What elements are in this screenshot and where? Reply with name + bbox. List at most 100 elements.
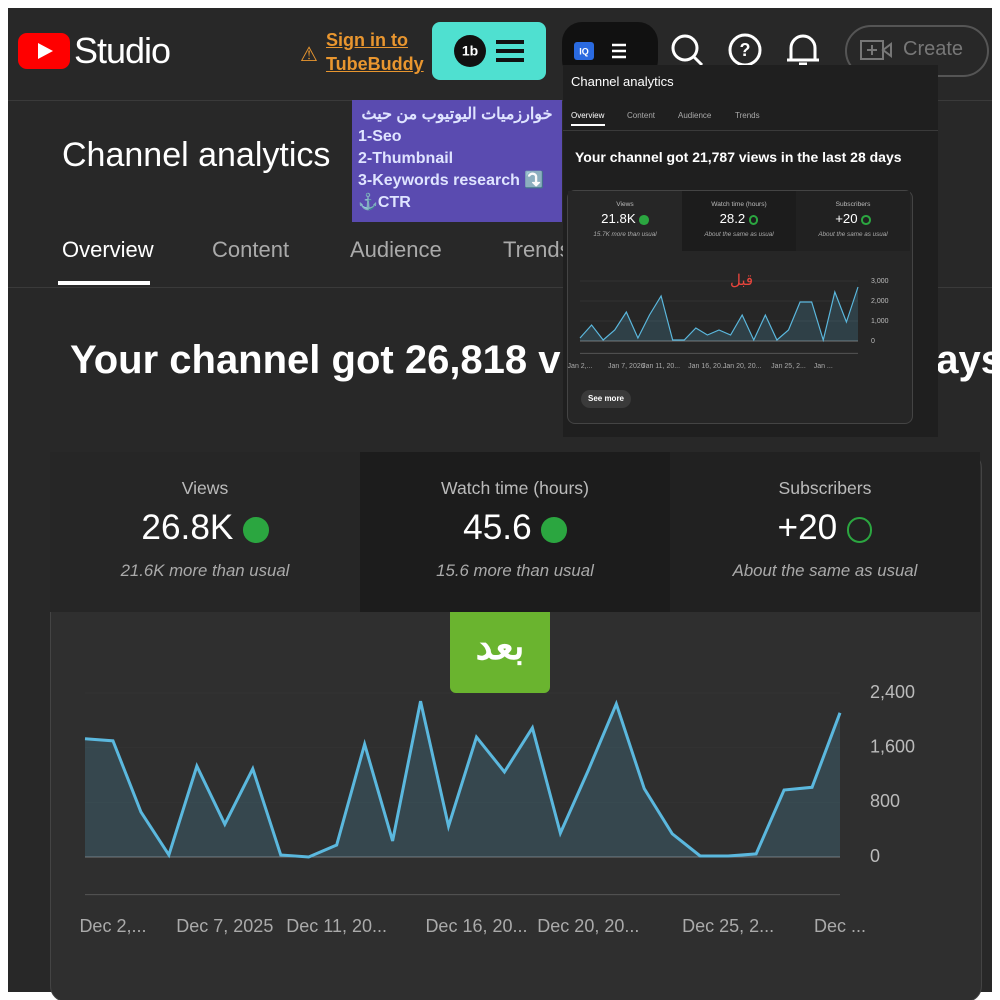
- metric-icon: [748, 214, 759, 225]
- metric-card: Watch time (hours) 45.6 15.6 more than usu…: [360, 452, 670, 612]
- metric-value: 45.6: [463, 508, 532, 548]
- metric-label: Watch time (hours): [441, 477, 589, 498]
- metric-icon: [846, 517, 873, 543]
- metric-card: Subscribers +20 About the same as usual: [796, 191, 910, 251]
- x-tick-label: Jan ...: [814, 363, 833, 370]
- metric-row: 28.2: [682, 211, 796, 226]
- metric-card: Watch time (hours) 28.2 About the same as …: [682, 191, 796, 251]
- create-icon: [860, 40, 892, 60]
- x-tick-label: Jan 2,...: [568, 363, 593, 370]
- overlay-tab[interactable]: Trends: [735, 111, 760, 120]
- area: [85, 701, 840, 857]
- y-tick-label: 1,600: [870, 736, 915, 756]
- overlay-tab[interactable]: Audience: [678, 111, 712, 120]
- area: [580, 287, 858, 341]
- x-tick-label: Dec ...: [814, 916, 866, 936]
- x-tick-label: Dec 11, 20...: [286, 916, 387, 936]
- before-label: قبل: [730, 272, 754, 289]
- svg-text:?: ?: [740, 40, 751, 60]
- metric-row: +20: [670, 508, 980, 548]
- metric-card: Subscribers +20 About the same as usual: [670, 452, 980, 612]
- page-title: Channel analytics: [62, 136, 331, 174]
- overlay-tab[interactable]: Content: [627, 111, 656, 120]
- metric-label: Views: [181, 477, 229, 498]
- create-label: Create: [903, 38, 964, 60]
- x-tick-label: Jan 7, 2026: [608, 363, 645, 370]
- y-tick-label: 0: [870, 846, 880, 866]
- note-box: خوارزميات اليوتيوب من حيث 1-Seo 2-Thumbn…: [352, 100, 562, 222]
- y-tick-label: 800: [870, 791, 900, 811]
- tubebuddy-link[interactable]: TubeBuddy: [326, 54, 424, 74]
- tubebuddy-button[interactable]: 1b: [432, 22, 546, 80]
- x-tick-label: Dec 7, 2025: [176, 916, 273, 936]
- metric-icon: [242, 517, 269, 543]
- metric-icon: [541, 517, 567, 543]
- metric-row: 21.8K: [568, 211, 682, 226]
- after-badge: بعد: [450, 603, 550, 693]
- metric-label: Subscribers: [778, 477, 872, 498]
- metric-note: About the same as usual: [818, 230, 888, 238]
- note-line: 3-Keywords research ⤵️: [358, 172, 545, 189]
- metric-value: +20: [777, 508, 838, 548]
- metric-note: 15.7K more than usual: [593, 230, 657, 238]
- logo-icon: [18, 33, 70, 69]
- metric-card: Views 21.8K 15.7K more than usual: [568, 191, 682, 251]
- overlay-title: Channel analytics: [571, 74, 674, 89]
- metric-note: About the same as usual: [732, 560, 918, 580]
- overlay-divider: [563, 130, 938, 131]
- tab[interactable]: Content: [212, 237, 290, 262]
- x-tick-label: Jan 25, 2...: [771, 363, 806, 370]
- overlay-headline: Your channel got 21,787 views in the las…: [575, 149, 902, 165]
- x-tick-label: Jan 11, 20...: [642, 363, 680, 370]
- warning-icon: ⚠: [300, 44, 318, 66]
- metric-note: About the same as usual: [704, 230, 774, 238]
- metric-row: +20: [796, 211, 910, 226]
- y-tick-label: 3,000: [871, 278, 889, 285]
- note-line: 2-Thumbnail: [358, 150, 454, 167]
- tab[interactable]: Audience: [350, 237, 442, 262]
- line-series: [84, 699, 842, 859]
- see-more-button[interactable]: See more: [581, 390, 631, 408]
- metric-icon: [861, 214, 871, 225]
- metric-value: 28.2: [719, 211, 746, 227]
- tubebuddy-link[interactable]: Sign in to: [326, 30, 408, 50]
- tab[interactable]: Overview: [62, 237, 154, 262]
- y-tick-label: 0: [871, 338, 875, 345]
- tab[interactable]: Trends: [503, 237, 571, 262]
- overlay-tab[interactable]: Overview: [571, 111, 605, 120]
- y-tick-label: 2,000: [871, 298, 889, 305]
- note-line: ⚓CTR: [358, 194, 411, 211]
- metric-label: Subscribers: [835, 200, 871, 208]
- overlay-tab-underline: [571, 124, 605, 126]
- y-tick-label: 2,400: [870, 682, 915, 702]
- metric-card: Views 26.8K 21.6K more than usual: [50, 452, 360, 612]
- x-tick-label: Jan 20, 20...: [723, 363, 762, 370]
- metric-row: 45.6: [360, 508, 670, 548]
- metric-value: +20: [835, 211, 858, 227]
- metric-note: 15.6 more than usual: [436, 560, 594, 580]
- note-line: خوارزميات اليوتيوب من حيث: [361, 106, 553, 123]
- x-tick-label: Dec 25, 2...: [682, 916, 774, 936]
- x-tick-label: Jan 16, 20...: [688, 363, 727, 370]
- svg-text:1b: 1b: [462, 43, 478, 59]
- svg-text:IQ: IQ: [579, 46, 589, 56]
- metric-value: 26.8K: [141, 508, 234, 548]
- metric-label: Views: [616, 200, 634, 208]
- x-tick-label: Dec 16, 20...: [425, 916, 527, 936]
- x-tick-label: Dec 20, 20...: [537, 916, 639, 936]
- metric-row: 26.8K: [50, 508, 360, 548]
- metric-label: Watch time (hours): [711, 200, 767, 208]
- metric-note: 21.6K more than usual: [120, 560, 290, 580]
- logo-text: Studio: [74, 30, 171, 71]
- x-tick-label: Dec 2,...: [79, 916, 146, 936]
- note-line: 1-Seo: [358, 128, 402, 145]
- tabs-divider: [8, 287, 992, 288]
- metric-icon: [639, 214, 649, 225]
- line-series: [579, 286, 859, 343]
- metric-value: 21.8K: [601, 211, 636, 227]
- y-tick-label: 1,000: [871, 318, 889, 325]
- tab-underline: [58, 281, 150, 285]
